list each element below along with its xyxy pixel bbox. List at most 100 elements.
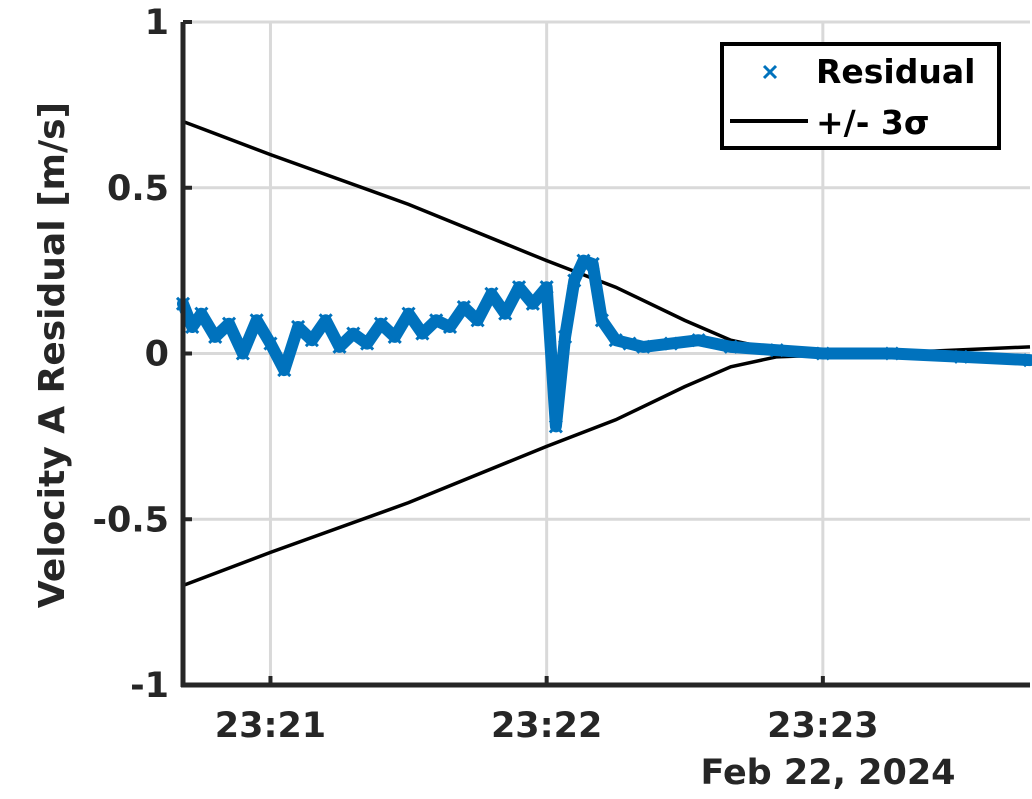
- residual-point-stroke-b: [304, 333, 319, 348]
- residual-point-33: [594, 313, 609, 328]
- y-tick-label-4: 1: [145, 3, 169, 43]
- residual-point-14: [360, 336, 375, 351]
- residual-point-39: [723, 339, 738, 354]
- residual-point-3: [208, 329, 223, 344]
- residual-point-26: [525, 296, 540, 311]
- residual-point-stroke-b: [221, 316, 237, 331]
- residual-point-32: [585, 256, 600, 272]
- residual-point-7: [263, 336, 278, 351]
- residual-point-stroke-b: [498, 306, 513, 321]
- residual-point-4: [221, 316, 237, 331]
- legend-marker-residual: [762, 64, 778, 80]
- y-axis-title: Velocity A Residual [m/s]: [32, 102, 73, 608]
- residual-point-stroke-b: [663, 336, 679, 351]
- residual-point-stroke-b: [691, 333, 706, 348]
- residual-point-6: [249, 313, 264, 328]
- residual-point-stroke-b: [429, 313, 444, 328]
- residual-point-stroke-b: [622, 336, 637, 351]
- residual-point-stroke-b: [373, 316, 389, 331]
- x-tick-label-1: 23:22: [491, 706, 602, 746]
- residual-point-21: [456, 300, 471, 315]
- residual-point-19: [429, 313, 444, 328]
- residual-point-41: [815, 346, 830, 361]
- residual-point-stroke-b: [636, 339, 651, 354]
- residual-point-stroke-b: [470, 313, 485, 328]
- y-tick-label-2: 0: [145, 335, 169, 375]
- residual-point-31: [576, 253, 591, 268]
- residual-point-stroke-b: [1022, 356, 1032, 368]
- residual-point-40: [769, 343, 784, 358]
- residual-point-34: [608, 333, 623, 348]
- sigma-lower-line: [182, 353, 1031, 588]
- residual-point-44: [1022, 353, 1032, 368]
- y-tick-label-1: -0.5: [92, 500, 169, 540]
- residual-point-17: [401, 306, 416, 321]
- residual-point-37: [663, 336, 679, 351]
- residual-point-stroke-b: [576, 253, 591, 268]
- residual-point-stroke-b: [525, 296, 540, 311]
- residual-point-stroke-b: [291, 319, 306, 335]
- residual-point-stroke-b: [318, 313, 333, 328]
- y-tick-label-0: -1: [130, 666, 169, 706]
- residual-point-stroke-b: [263, 336, 278, 351]
- residual-point-stroke-b: [360, 336, 375, 351]
- legend: Residual +/- 3σ: [720, 42, 1001, 150]
- residual-point-stroke-b: [815, 346, 830, 361]
- residual-point-stroke-b: [884, 346, 899, 361]
- residual-point-stroke-b: [567, 273, 582, 288]
- residual-point-35: [622, 336, 637, 351]
- legend-label-sigma: +/- 3σ: [816, 103, 930, 142]
- residual-point-27: [539, 280, 554, 295]
- date-label: Feb 22, 2024: [700, 753, 955, 793]
- tick-labels: -1 -0.5 0 0.5 1 23:21 23:22 23:23: [92, 3, 878, 746]
- residual-point-stroke-b: [401, 306, 416, 321]
- x-tick-label-2: 23:23: [767, 706, 878, 746]
- residual-point-stroke-b: [332, 339, 347, 354]
- residual-point-stroke-b: [456, 300, 471, 315]
- residual-point-5: [235, 346, 250, 361]
- residual-point-stroke-b: [511, 280, 527, 295]
- legend-box: [720, 42, 1001, 150]
- residual-point-9: [291, 319, 306, 335]
- residual-point-stroke-b: [539, 280, 554, 295]
- residual-point-30: [567, 273, 582, 288]
- residual-point-38: [691, 333, 706, 348]
- x-tick-label-0: 23:21: [215, 706, 326, 746]
- residual-point-15: [373, 316, 389, 331]
- residual-point-stroke-b: [387, 329, 402, 344]
- residual-point-stroke-b: [585, 256, 600, 272]
- residual-point-24: [498, 306, 513, 321]
- residual-point-stroke-b: [608, 333, 623, 348]
- residual-point-43: [953, 349, 969, 364]
- residual-point-stroke-b: [769, 343, 784, 358]
- residual-point-36: [636, 339, 651, 354]
- residual-point-stroke-b: [208, 329, 223, 344]
- residual-point-25: [511, 280, 527, 295]
- residual-point-stroke-b: [484, 286, 499, 301]
- residual-point-stroke-b: [194, 306, 209, 321]
- residual-point-2: [194, 306, 209, 321]
- residual-point-stroke-b: [548, 419, 563, 434]
- residual-point-stroke-b: [442, 319, 458, 335]
- residual-point-29: [558, 329, 573, 344]
- residual-point-stroke-b: [346, 326, 361, 341]
- y-tick-label-3: 0.5: [107, 169, 169, 209]
- residual-point-stroke-b: [415, 326, 430, 341]
- residual-point-20: [442, 319, 458, 335]
- residual-point-23: [484, 286, 499, 301]
- residual-point-1: [185, 319, 200, 335]
- residual-point-stroke-b: [249, 313, 264, 328]
- residual-point-16: [387, 329, 402, 344]
- residual-point-42: [884, 346, 899, 361]
- residual-point-stroke-b: [277, 363, 292, 378]
- residual-point-stroke-b: [185, 319, 200, 335]
- residual-point-11: [318, 313, 333, 328]
- residual-point-stroke-b: [235, 346, 250, 361]
- residual-point-18: [415, 326, 430, 341]
- axes: [180, 20, 1030, 688]
- residual-point-stroke-b: [594, 313, 609, 328]
- residual-point-22: [470, 313, 485, 328]
- residual-point-28: [548, 419, 563, 434]
- residual-point-stroke-b: [558, 329, 573, 344]
